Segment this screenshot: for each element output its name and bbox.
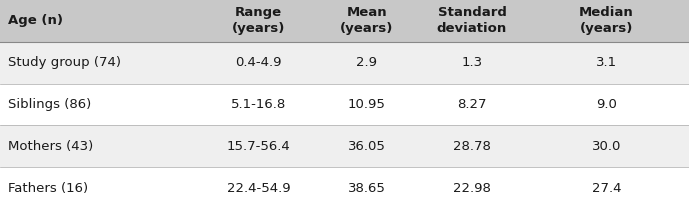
Text: 30.0: 30.0: [592, 140, 621, 153]
Text: 5.1-16.8: 5.1-16.8: [231, 98, 286, 111]
Text: 8.27: 8.27: [457, 98, 486, 111]
Text: 27.4: 27.4: [592, 182, 621, 195]
Text: 3.1: 3.1: [596, 56, 617, 69]
Text: 9.0: 9.0: [596, 98, 617, 111]
Text: 0.4-4.9: 0.4-4.9: [235, 56, 282, 69]
Text: 22.4-54.9: 22.4-54.9: [227, 182, 290, 195]
Text: Range
(years): Range (years): [232, 6, 285, 35]
Text: Siblings (86): Siblings (86): [8, 98, 92, 111]
Bar: [0, 42, 689, 84]
Text: Standard
deviation: Standard deviation: [437, 6, 507, 35]
Text: 10.95: 10.95: [348, 98, 386, 111]
Text: 22.98: 22.98: [453, 182, 491, 195]
Text: 36.05: 36.05: [348, 140, 386, 153]
Bar: [0, 167, 689, 209]
Bar: [0, 125, 689, 167]
Text: 28.78: 28.78: [453, 140, 491, 153]
Bar: [0, 0, 689, 42]
Text: Median
(years): Median (years): [579, 6, 634, 35]
Bar: [0, 84, 689, 125]
Text: 38.65: 38.65: [348, 182, 386, 195]
Text: 15.7-56.4: 15.7-56.4: [227, 140, 290, 153]
Text: 2.9: 2.9: [356, 56, 378, 69]
Text: Fathers (16): Fathers (16): [8, 182, 88, 195]
Text: Mean
(years): Mean (years): [340, 6, 393, 35]
Text: 1.3: 1.3: [462, 56, 482, 69]
Text: Age (n): Age (n): [8, 14, 63, 27]
Text: Mothers (43): Mothers (43): [8, 140, 94, 153]
Text: Study group (74): Study group (74): [8, 56, 121, 69]
